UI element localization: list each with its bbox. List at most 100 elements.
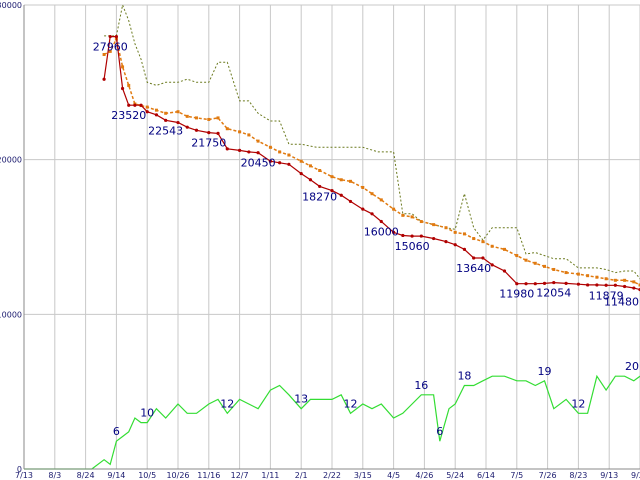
series-low (102, 34, 640, 292)
x-tick-label: 9/14 (107, 471, 125, 480)
data-point-avg (299, 159, 303, 163)
series-line-count (24, 374, 640, 470)
data-point-low (139, 103, 143, 107)
data-point-low (339, 193, 343, 197)
data-point-low (278, 161, 282, 165)
data-point-low (524, 282, 528, 286)
x-tick-label: 9/27 (631, 471, 640, 480)
data-point-low (348, 199, 353, 204)
data-point-avg (613, 278, 617, 282)
data-point-avg (238, 130, 242, 134)
data-point-low (164, 118, 168, 122)
data-point-avg (370, 192, 374, 196)
data-point-avg (481, 240, 485, 244)
data-point-low (432, 236, 436, 241)
data-point-avg (247, 133, 251, 137)
data-label-low: 15060 (395, 240, 430, 253)
x-tick-label: 7/5 (510, 471, 523, 480)
y-tick-label: 30000 (0, 1, 22, 10)
data-point-low (542, 281, 547, 285)
data-point-low (515, 282, 519, 286)
data-label-low: 11480 (604, 295, 639, 308)
data-point-avg (225, 127, 229, 131)
data-point-avg (207, 117, 211, 121)
data-point-avg (576, 272, 580, 276)
data-label-count: 12 (571, 397, 585, 410)
data-point-avg (490, 244, 494, 248)
x-tick-label: 4/26 (415, 471, 433, 480)
data-point-avg (623, 278, 627, 282)
data-point-avg (194, 116, 198, 120)
data-point-low (287, 162, 291, 166)
data-label-low: 11879 (589, 289, 624, 302)
data-point-avg (278, 150, 282, 154)
data-point-low (154, 113, 159, 117)
data-label-low: 23520 (111, 109, 146, 122)
data-point-low (127, 103, 131, 107)
x-tick-label: 10/5 (138, 471, 156, 480)
series-high (104, 3, 640, 280)
data-label-low: 20450 (241, 157, 276, 170)
data-point-avg (543, 264, 547, 268)
data-point-avg (453, 230, 457, 234)
data-point-avg (268, 145, 272, 149)
x-tick-label: 10/26 (166, 471, 189, 480)
data-label-count: 16 (414, 379, 428, 392)
data-point-avg (216, 116, 220, 120)
data-point-avg (472, 237, 476, 241)
data-point-low (462, 247, 467, 251)
series-layer (24, 3, 640, 470)
x-tick-label: 8/3 (48, 471, 61, 480)
data-point-low (145, 110, 149, 114)
data-point-low (361, 207, 365, 211)
data-point-low (564, 281, 568, 285)
data-point-low (318, 184, 322, 189)
data-point-low (370, 212, 374, 216)
data-point-low (114, 34, 118, 39)
data-point-low (586, 283, 590, 287)
data-point-low (185, 125, 189, 129)
y-tick-label: 20000 (0, 156, 22, 165)
data-point-avg (586, 274, 590, 278)
data-point-avg (515, 254, 519, 258)
data-point-avg (256, 139, 260, 143)
data-point-avg (339, 178, 343, 182)
data-point-low (247, 150, 251, 154)
data-point-low (299, 171, 303, 176)
data-point-avg (308, 164, 312, 168)
data-label-low: 11980 (499, 288, 534, 301)
data-point-low (238, 148, 242, 152)
data-label-count: 19 (538, 365, 552, 378)
data-point-low (102, 77, 106, 81)
data-point-avg (330, 175, 334, 179)
data-point-avg (361, 186, 365, 190)
data-point-avg (552, 267, 556, 271)
data-point-low (268, 159, 272, 163)
x-tick-label: 1/11 (261, 471, 279, 480)
data-point-low (194, 128, 199, 132)
data-point-avg (604, 277, 608, 281)
data-point-low (623, 284, 627, 289)
y-tick-label: 10000 (0, 310, 22, 319)
data-point-low (401, 233, 405, 238)
data-label-low: 27960 (93, 41, 128, 54)
data-point-low (225, 147, 229, 151)
data-point-avg (348, 179, 352, 183)
data-point-avg (176, 110, 180, 114)
data-point-avg (102, 52, 106, 56)
data-point-avg (638, 283, 640, 287)
x-tick-label: 8/24 (77, 471, 95, 480)
data-point-avg (392, 207, 396, 211)
data-point-low (595, 283, 599, 287)
data-point-avg (564, 271, 568, 275)
data-point-avg (533, 261, 537, 265)
data-point-low (502, 269, 507, 273)
data-point-avg (127, 83, 131, 87)
data-label-count: 10 (140, 407, 154, 420)
data-label-count: 20 (625, 360, 639, 373)
data-point-low (216, 131, 220, 135)
